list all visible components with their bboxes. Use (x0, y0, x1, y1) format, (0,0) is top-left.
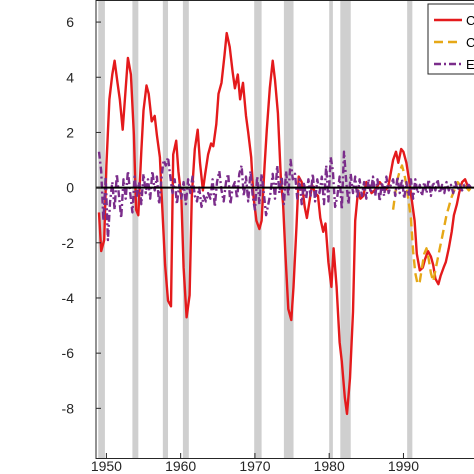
recession-band (132, 0, 139, 458)
legend-box (427, 3, 474, 75)
recession-shading (98, 0, 413, 458)
legend-label-3: E (466, 57, 474, 72)
legend-label-1: C (466, 13, 474, 28)
x-tick-label: 1990 (388, 458, 419, 474)
legend: CCE (427, 3, 474, 75)
legend-label-2: C (466, 35, 474, 50)
recession-band (162, 0, 169, 458)
recession-band (254, 0, 262, 458)
recession-band (407, 0, 413, 458)
recession-band (329, 0, 333, 458)
plot-area-border (95, 0, 474, 459)
series-line-1 (97, 31, 472, 416)
y-tick-label: -6 (62, 345, 75, 361)
series-line-2 (391, 164, 472, 286)
y-axis: 6 4 2 0 -2 -4 -6 -8 (62, 14, 101, 416)
y-tick-label: -4 (62, 290, 75, 306)
recession-band (98, 0, 105, 458)
series-line-3 (97, 150, 472, 242)
y-tick-label: -2 (62, 235, 75, 251)
x-tick-label: 1970 (239, 458, 270, 474)
y-tick-label: 4 (66, 69, 74, 85)
x-tick-label: 1950 (91, 458, 122, 474)
x-tick-label: 1960 (165, 458, 196, 474)
x-tick-label: 1980 (314, 458, 345, 474)
recession-band (340, 0, 351, 458)
y-tick-label: 6 (66, 14, 74, 30)
y-tick-label: -8 (62, 400, 75, 416)
x-axis: 1950 1960 1970 1980 1990 (91, 453, 419, 474)
y-tick-label: 2 (66, 124, 74, 140)
recession-band (283, 0, 294, 458)
recession-band (182, 0, 189, 458)
series-layer (97, 31, 472, 416)
y-tick-label: 0 (66, 180, 74, 196)
